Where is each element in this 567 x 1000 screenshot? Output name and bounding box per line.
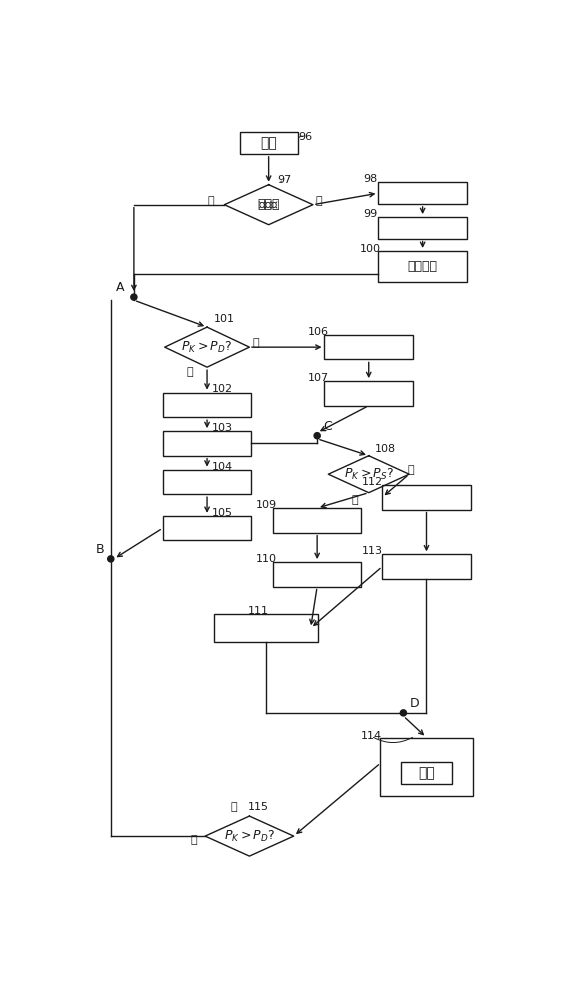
Bar: [380, 738, 473, 796]
Text: 97: 97: [277, 175, 291, 185]
Bar: [324, 335, 413, 359]
Text: 106: 106: [307, 327, 328, 337]
Bar: [324, 381, 413, 406]
Text: 98: 98: [363, 174, 378, 184]
Text: 102: 102: [212, 384, 233, 394]
Bar: [273, 562, 361, 587]
Text: 101: 101: [214, 314, 235, 324]
Circle shape: [400, 710, 407, 716]
Text: 104: 104: [212, 462, 233, 472]
Bar: [240, 132, 298, 154]
Text: 是: 是: [187, 367, 193, 377]
Text: 103: 103: [212, 423, 233, 433]
Text: 结束: 结束: [418, 766, 435, 780]
Text: $P_K$$>$$P_S$?: $P_K$$>$$P_S$?: [344, 467, 394, 482]
Bar: [163, 393, 251, 417]
Bar: [163, 516, 251, 540]
Text: 加油？: 加油？: [257, 198, 280, 211]
Bar: [163, 470, 251, 494]
Text: 96: 96: [299, 132, 312, 142]
Polygon shape: [328, 456, 409, 493]
Bar: [378, 182, 467, 204]
Text: 否: 否: [252, 338, 259, 348]
Bar: [378, 217, 467, 239]
Text: 是: 是: [191, 835, 197, 845]
Text: 99: 99: [363, 209, 378, 219]
Circle shape: [131, 294, 137, 300]
Text: 109: 109: [256, 500, 277, 510]
Text: 100: 100: [360, 244, 381, 254]
Text: 114: 114: [361, 731, 382, 741]
Text: 115: 115: [248, 802, 269, 812]
Text: C: C: [324, 420, 332, 433]
Polygon shape: [205, 816, 294, 856]
Text: 108: 108: [375, 444, 396, 454]
Text: $P_K$$>$$P_D$?: $P_K$$>$$P_D$?: [224, 829, 275, 844]
Text: 105: 105: [212, 508, 233, 518]
Bar: [214, 614, 318, 642]
Circle shape: [314, 433, 320, 439]
Circle shape: [108, 556, 114, 562]
Text: 开始: 开始: [260, 136, 277, 150]
Text: D: D: [409, 697, 419, 710]
Text: $加油？$: $加油？$: [258, 198, 280, 211]
Text: 否: 否: [408, 465, 414, 475]
Bar: [163, 431, 251, 456]
Text: 111: 111: [248, 606, 269, 616]
Polygon shape: [164, 327, 249, 367]
Text: 113: 113: [362, 546, 383, 556]
Text: 否: 否: [208, 196, 214, 206]
Polygon shape: [225, 185, 313, 225]
Text: 否: 否: [231, 802, 238, 812]
Bar: [273, 508, 361, 533]
Text: B: B: [96, 543, 104, 556]
Text: $P_K$$>$$P_D$?: $P_K$$>$$P_D$?: [181, 340, 232, 355]
Bar: [401, 762, 451, 784]
Bar: [382, 554, 471, 579]
Text: 110: 110: [256, 554, 277, 564]
Text: 112: 112: [362, 477, 383, 487]
Text: 加油结束: 加油结束: [408, 260, 438, 273]
Text: A: A: [116, 281, 124, 294]
Bar: [382, 485, 471, 510]
Text: 是: 是: [315, 196, 322, 206]
Text: 是: 是: [352, 495, 358, 505]
Text: 107: 107: [307, 373, 328, 383]
Bar: [378, 251, 467, 282]
